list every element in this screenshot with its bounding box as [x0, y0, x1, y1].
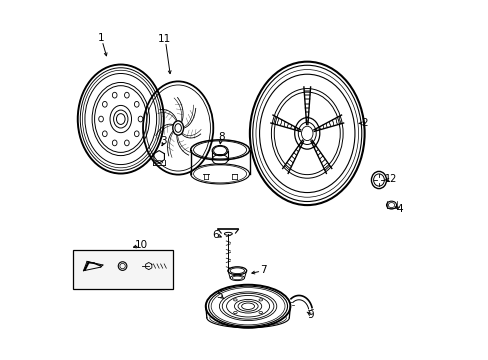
Text: 3: 3 — [160, 136, 167, 145]
Text: 8: 8 — [218, 132, 224, 142]
Text: 11: 11 — [158, 34, 171, 44]
Text: 4: 4 — [396, 204, 402, 215]
Text: 10: 10 — [135, 239, 148, 249]
Text: 2: 2 — [361, 118, 367, 128]
Text: 9: 9 — [307, 310, 313, 320]
Text: 5: 5 — [216, 290, 222, 300]
Bar — [73, 250, 173, 289]
Text: 1: 1 — [98, 33, 104, 43]
Text: 7: 7 — [260, 265, 266, 275]
Text: 12: 12 — [384, 174, 396, 184]
Text: 6: 6 — [211, 230, 218, 239]
